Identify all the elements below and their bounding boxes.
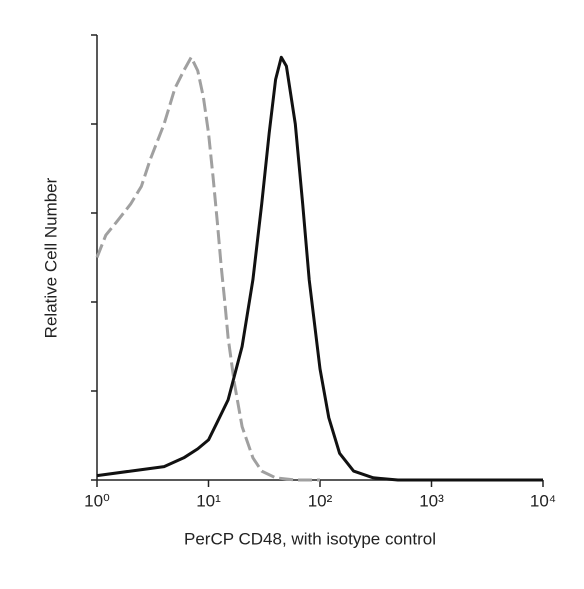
x-tick-label: 10¹ (196, 491, 221, 510)
x-tick-label: 10² (308, 491, 333, 510)
x-tick-label: 10³ (419, 491, 444, 510)
histogram-line (96, 55, 543, 482)
x-axis-label: PerCP CD48, with isotype control (184, 529, 436, 548)
x-tick-label: 10⁰ (84, 491, 110, 510)
y-axis-label: Relative Cell Number (41, 177, 60, 338)
x-tick-label: 10⁴ (530, 491, 556, 510)
histogram-line (95, 55, 320, 482)
